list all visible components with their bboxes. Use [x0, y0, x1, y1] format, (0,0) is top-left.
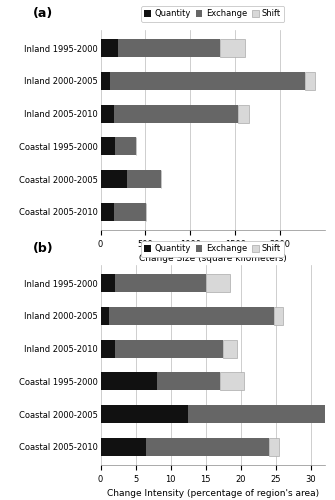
Bar	[157, 372, 220, 390]
Bar	[100, 340, 115, 357]
Bar	[127, 170, 161, 188]
Bar	[100, 203, 114, 221]
Bar	[100, 138, 115, 156]
Bar	[206, 274, 230, 292]
Bar	[305, 72, 315, 90]
Bar	[115, 138, 136, 156]
Bar	[238, 104, 249, 122]
Bar	[114, 104, 238, 122]
Bar	[100, 307, 109, 325]
Text: (a): (a)	[33, 7, 53, 20]
Bar	[188, 405, 325, 423]
Text: (b): (b)	[33, 242, 54, 255]
Bar	[100, 405, 188, 423]
Bar	[100, 438, 146, 456]
Legend: Quantity, Exchange, Shift: Quantity, Exchange, Shift	[141, 241, 284, 257]
Bar	[100, 274, 115, 292]
X-axis label: Change Size (square kilometers): Change Size (square kilometers)	[139, 254, 287, 264]
Bar	[100, 39, 119, 57]
Legend: Quantity, Exchange, Shift: Quantity, Exchange, Shift	[141, 6, 284, 22]
Bar	[100, 104, 114, 122]
Bar	[119, 39, 220, 57]
Bar	[115, 340, 223, 357]
Bar	[110, 72, 305, 90]
Bar	[146, 438, 269, 456]
Bar	[109, 307, 274, 325]
Bar	[115, 274, 206, 292]
Bar	[274, 307, 283, 325]
Bar	[220, 372, 244, 390]
Bar	[114, 203, 146, 221]
Bar	[220, 39, 245, 57]
X-axis label: Change Intensity (percentage of region's area): Change Intensity (percentage of region's…	[107, 490, 319, 498]
Bar	[100, 72, 110, 90]
Bar	[223, 340, 237, 357]
Bar	[100, 170, 127, 188]
Bar	[325, 405, 332, 423]
Bar	[269, 438, 279, 456]
Bar	[100, 372, 157, 390]
